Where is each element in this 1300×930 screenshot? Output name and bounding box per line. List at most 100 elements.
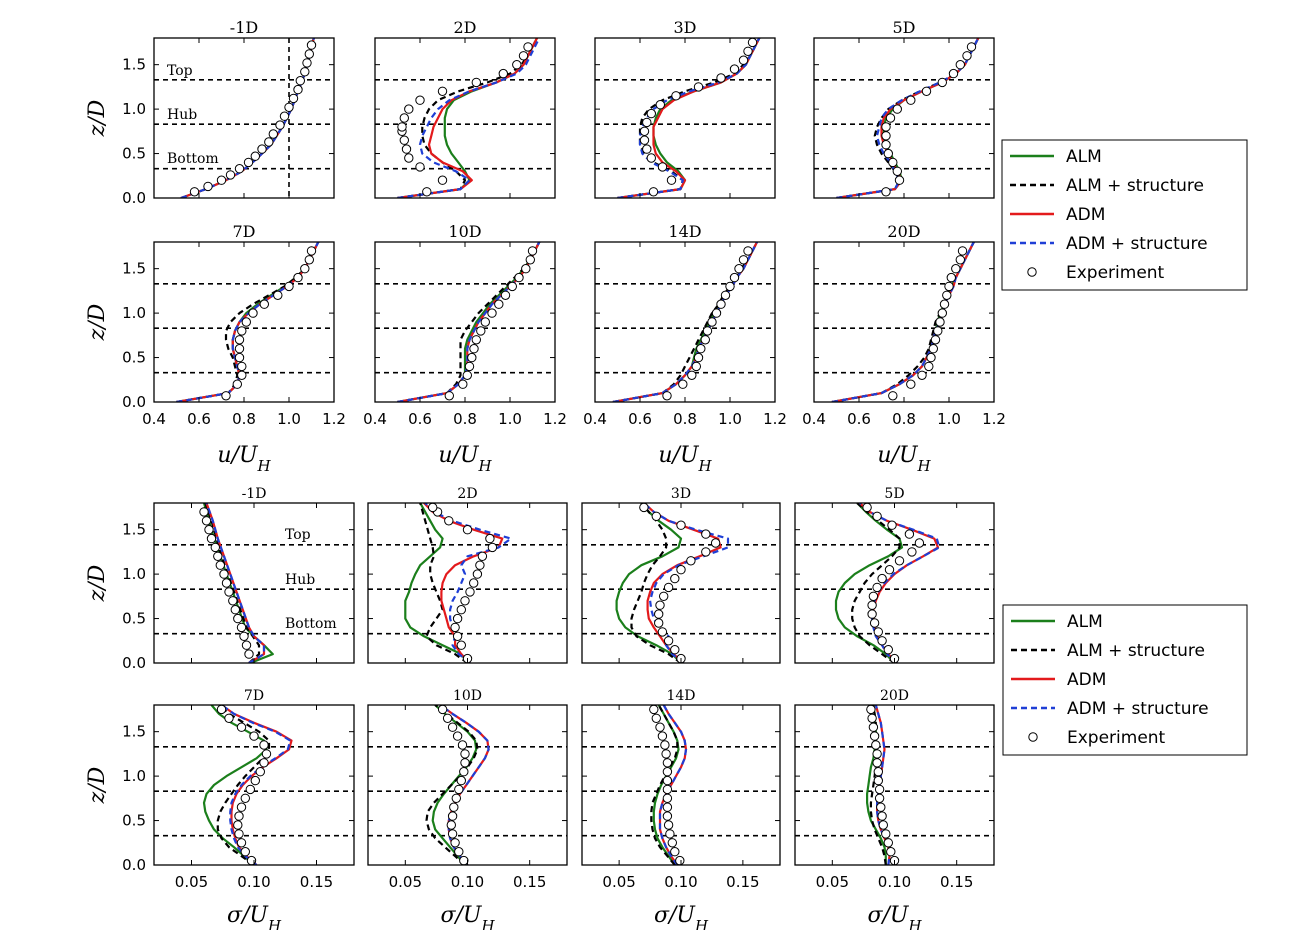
- experiment-point: [651, 511, 661, 521]
- legend-label: ADM: [1066, 205, 1105, 225]
- experiment-point: [867, 600, 877, 610]
- experiment-point: [234, 352, 245, 363]
- experiment-point: [447, 829, 458, 839]
- experiment-point: [878, 820, 888, 830]
- x-tick-label: 0.05: [389, 873, 422, 891]
- annotation-bottom: Bottom: [285, 616, 337, 632]
- experiment-point: [881, 131, 891, 141]
- experiment-point: [415, 95, 425, 105]
- panel-frame: [581, 704, 781, 866]
- y-axis-label: z/D: [85, 303, 110, 341]
- experiment-point: [743, 246, 753, 256]
- experiment-point: [302, 58, 312, 68]
- panel-title: 2D: [453, 18, 476, 37]
- series-line-alm-plus-structure: [425, 705, 479, 865]
- experiment-point: [935, 317, 945, 327]
- series-group: [202, 705, 293, 865]
- experiment-point: [651, 713, 661, 723]
- experiment-point: [203, 181, 213, 192]
- experiment-point: [399, 135, 409, 145]
- x-axis-label: u/UH: [217, 443, 271, 475]
- experiment-point: [662, 793, 673, 803]
- annotation-top: Top: [167, 63, 193, 79]
- y-tick-label: 1.5: [122, 521, 146, 539]
- legend-marker-experiment: [1027, 267, 1037, 277]
- legend-label: ALM: [1066, 147, 1102, 167]
- experiment-point: [743, 46, 753, 56]
- experiment-point: [397, 122, 407, 132]
- experiment-point: [306, 40, 317, 50]
- experiment-point: [686, 556, 696, 566]
- experiment-point: [702, 326, 713, 336]
- experiment-point: [867, 609, 877, 619]
- series-group: [617, 38, 761, 198]
- experiment-point: [906, 95, 916, 105]
- experiment-point: [869, 618, 880, 628]
- experiment-point: [701, 529, 711, 539]
- series-group: [397, 242, 541, 402]
- experiment-point: [255, 767, 265, 777]
- x-tick-label: 0.15: [726, 873, 759, 891]
- y-axis-label: z/D: [85, 564, 110, 602]
- x-tick-label: 1.2: [982, 410, 1006, 428]
- experiment-point: [498, 68, 508, 79]
- panel-title: -1D: [230, 18, 258, 37]
- experiment-point: [648, 187, 659, 197]
- legend-label: ADM + structure: [1067, 699, 1209, 719]
- experiment-point: [259, 299, 269, 309]
- experiment-point: [696, 344, 706, 354]
- x-tick-label: 0.15: [300, 873, 333, 891]
- experiment-point: [225, 170, 236, 180]
- experiment-point: [693, 82, 704, 92]
- experiment-point: [204, 525, 214, 535]
- panel-mean-7D: 7D 0.0 0.5 1.0 1.5 0.4 0.6 0.8 1.0 1.2 z/D u/UH: [85, 222, 346, 475]
- experiment-point: [228, 596, 238, 606]
- experiment-point: [471, 77, 481, 88]
- experiment-point: [295, 76, 305, 86]
- experiment-point: [221, 391, 231, 401]
- x-tick-label: 0.6: [847, 410, 871, 428]
- y-axis-label: z/D: [85, 766, 110, 804]
- experiment-point: [738, 255, 749, 265]
- experiment-point: [654, 609, 664, 619]
- experiment-point: [866, 705, 876, 715]
- experiment-point: [663, 582, 674, 593]
- x-tick-label: 0.4: [802, 410, 826, 428]
- series-line-alm-plus-structure: [216, 705, 271, 865]
- experiment-point: [442, 713, 453, 723]
- x-axis-label-base: u/U: [658, 443, 700, 468]
- x-tick-label: 0.10: [237, 873, 270, 891]
- experiment-point: [937, 308, 947, 318]
- experiment-point: [887, 520, 897, 530]
- experiment-point: [639, 126, 650, 137]
- experiment-point: [665, 829, 675, 839]
- experiment-point: [872, 749, 882, 759]
- experiment-point: [657, 627, 668, 637]
- experiment-point: [454, 784, 464, 795]
- experiment-point: [250, 151, 261, 161]
- y-tick-label: 1.5: [122, 56, 146, 74]
- x-tick-label: 0.05: [175, 873, 208, 891]
- panel-title: 2D: [457, 486, 477, 502]
- experiment-point: [500, 290, 511, 300]
- x-axis-label-sub: H: [698, 457, 713, 475]
- experiment-point: [233, 613, 243, 624]
- experiment-point: [462, 370, 472, 380]
- experiment-point: [284, 102, 294, 113]
- x-axis-label-base: u/U: [877, 443, 919, 468]
- experiment-point: [215, 560, 226, 570]
- y-tick-label: 1.0: [122, 304, 146, 322]
- experiment-point: [460, 596, 470, 606]
- panel-std-10D: 10D 0.05 0.10 0.15 σ/UH: [367, 688, 568, 930]
- experiment-point: [444, 391, 454, 401]
- experiment-point: [437, 86, 448, 97]
- panel-title: 7D: [244, 688, 264, 704]
- series-line-adm-plus-structure: [658, 705, 688, 865]
- experiment-point: [639, 135, 650, 145]
- experiment-point: [873, 775, 883, 786]
- experiment-point: [415, 162, 425, 172]
- series-group: [615, 503, 730, 663]
- series-line-alm: [404, 503, 469, 663]
- experiment-point: [872, 582, 882, 593]
- y-tick-label: 0.5: [122, 145, 146, 163]
